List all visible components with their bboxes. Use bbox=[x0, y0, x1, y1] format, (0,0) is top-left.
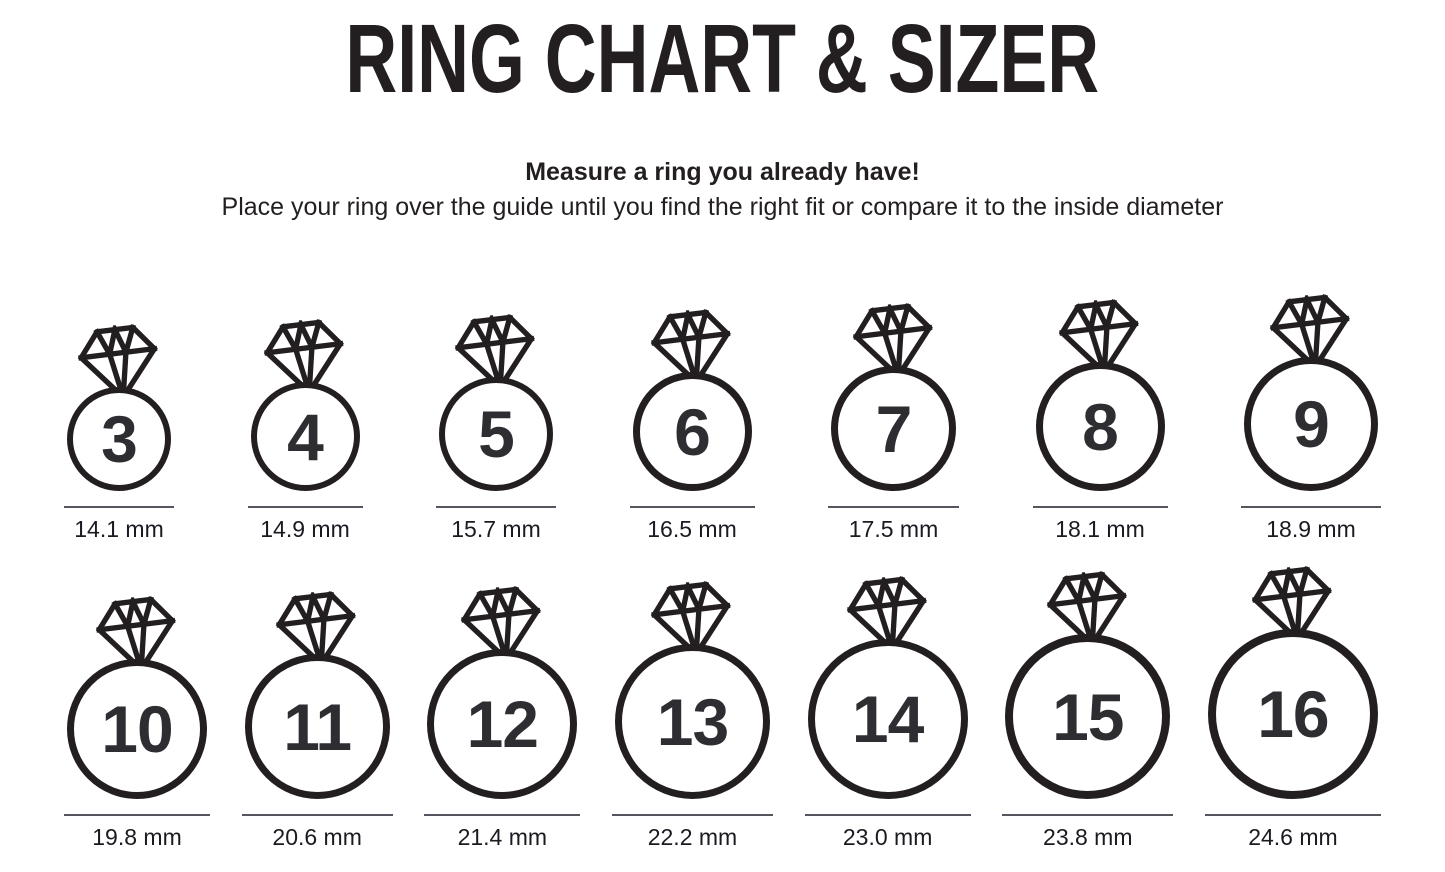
ring-chart-page: RING CHART & SIZER Measure a ring you al… bbox=[0, 10, 1445, 872]
ring-circle: 10 bbox=[67, 659, 207, 800]
ring-size-number: 9 bbox=[1293, 387, 1330, 462]
ring-size-item: 10 19.8 mm bbox=[64, 593, 210, 851]
ring-size-number: 8 bbox=[1082, 389, 1119, 464]
instructions-body: Place your ring over the guide until you… bbox=[221, 193, 1224, 221]
ring-circle: 7 bbox=[831, 366, 956, 492]
diamond-icon bbox=[461, 583, 542, 664]
ring-size-grid: 3 14.1 mm 4 14.9 mm bbox=[0, 291, 1445, 851]
ring-circle: 8 bbox=[1035, 362, 1165, 492]
ring-size-number: 14 bbox=[851, 682, 924, 757]
ring-size-item: 6 16.5 mm bbox=[629, 306, 755, 543]
ring-size-item: 14 23.0 mm bbox=[804, 573, 971, 851]
ring-size-number: 6 bbox=[674, 394, 711, 469]
ring-diameter-label: 18.1 mm bbox=[1055, 516, 1145, 543]
ring-size-item: 5 15.7 mm bbox=[436, 311, 556, 543]
ring-diameter-label: 14.1 mm bbox=[74, 516, 164, 543]
ring-diameter-label: 14.9 mm bbox=[260, 516, 350, 543]
ring-diameter-label: 17.5 mm bbox=[848, 516, 939, 543]
ring-size-number: 16 bbox=[1257, 677, 1329, 752]
ring-circle: 5 bbox=[439, 377, 553, 492]
ring-size-number: 7 bbox=[875, 391, 913, 466]
ring-diameter-label: 15.7 mm bbox=[451, 516, 541, 543]
ring-size-number: 12 bbox=[466, 687, 539, 762]
ring-underline bbox=[247, 506, 363, 509]
ring-underline bbox=[804, 814, 971, 817]
instructions: Measure a ring you already have! Place y… bbox=[0, 157, 1445, 223]
ring-row: 10 19.8 mm 11 20.6 mm bbox=[0, 563, 1445, 851]
page-title: RING CHART & SIZER bbox=[0, 10, 1445, 107]
ring-size-item: 11 20.6 mm bbox=[241, 588, 393, 851]
ring-size-item: 13 22.2 mm bbox=[611, 578, 773, 851]
ring-diameter-label: 22.2 mm bbox=[647, 824, 738, 851]
ring-diameter-label: 21.4 mm bbox=[457, 824, 548, 851]
ring-size-number: 10 bbox=[101, 692, 173, 767]
ring-underline bbox=[1002, 814, 1174, 817]
ring-size-item: 12 21.4 mm bbox=[424, 583, 581, 851]
ring-circle: 3 bbox=[67, 387, 171, 492]
ring-size-number: 13 bbox=[656, 684, 729, 759]
ring-size-number: 11 bbox=[283, 689, 352, 764]
ring-diameter-label: 19.8 mm bbox=[92, 824, 182, 851]
ring-size-number: 15 bbox=[1052, 679, 1124, 754]
ring-underline bbox=[436, 506, 556, 509]
instructions-heading: Measure a ring you already have! bbox=[525, 158, 920, 186]
ring-size-item: 15 23.8 mm bbox=[1002, 568, 1174, 851]
ring-size-number: 3 bbox=[101, 402, 138, 477]
ring-row: 3 14.1 mm 4 14.9 mm bbox=[0, 291, 1445, 543]
ring-circle: 16 bbox=[1207, 629, 1378, 800]
ring-underline bbox=[1241, 506, 1381, 509]
ring-underline bbox=[64, 814, 210, 817]
ring-underline bbox=[64, 506, 174, 509]
ring-diameter-label: 23.8 mm bbox=[1043, 824, 1133, 851]
ring-circle: 9 bbox=[1244, 357, 1378, 492]
ring-diameter-label: 16.5 mm bbox=[647, 516, 737, 543]
ring-size-item: 16 24.6 mm bbox=[1204, 563, 1381, 851]
ring-circle: 13 bbox=[614, 644, 770, 800]
ring-circle: 14 bbox=[807, 639, 968, 800]
ring-underline bbox=[424, 814, 581, 817]
ring-underline bbox=[1204, 814, 1381, 817]
ring-underline bbox=[1032, 506, 1168, 509]
ring-size-item: 3 14.1 mm bbox=[64, 321, 174, 543]
ring-underline bbox=[629, 506, 755, 509]
ring-circle: 15 bbox=[1005, 634, 1171, 800]
ring-underline bbox=[611, 814, 773, 817]
ring-circle: 4 bbox=[250, 382, 360, 492]
ring-size-item: 7 17.5 mm bbox=[828, 300, 959, 543]
page-title-text: RING CHART & SIZER bbox=[345, 4, 1100, 113]
ring-size-item: 4 14.9 mm bbox=[247, 316, 363, 543]
ring-size-item: 9 18.9 mm bbox=[1241, 291, 1381, 543]
ring-underline bbox=[241, 814, 393, 817]
ring-diameter-label: 20.6 mm bbox=[272, 824, 362, 851]
ring-diameter-label: 18.9 mm bbox=[1266, 516, 1356, 543]
ring-circle: 12 bbox=[427, 649, 578, 800]
ring-size-number: 5 bbox=[478, 397, 515, 472]
ring-circle: 11 bbox=[244, 654, 390, 800]
ring-underline bbox=[828, 506, 959, 509]
diamond-icon bbox=[77, 321, 158, 402]
ring-size-item: 8 18.1 mm bbox=[1032, 296, 1168, 543]
ring-diameter-label: 23.0 mm bbox=[842, 824, 933, 851]
ring-circle: 6 bbox=[632, 372, 752, 492]
ring-size-number: 4 bbox=[287, 399, 324, 474]
ring-diameter-label: 24.6 mm bbox=[1248, 824, 1338, 851]
